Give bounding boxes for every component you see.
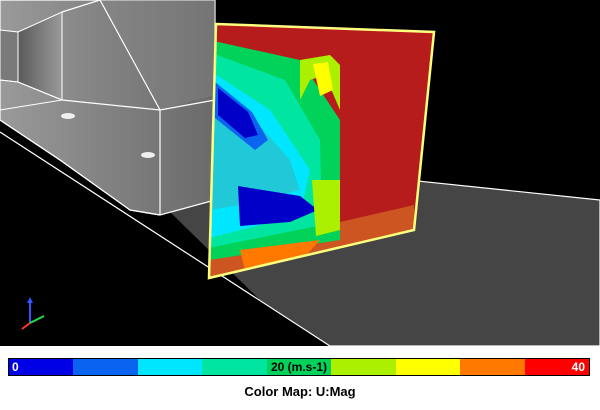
colorbar-segment [460,359,525,375]
vehicle-top-face [0,0,215,110]
color-legend: 20 (m.s-1) 0 40 Color Map: U:Mag [0,346,600,410]
colorbar-max-label: 40 [571,360,585,374]
colorbar: 20 (m.s-1) 0 40 [8,358,590,376]
colorbar-mid-label: 20 (m.s-1) [270,360,328,374]
3d-viewport[interactable] [0,0,600,346]
colorbar-segment [73,359,138,375]
colorbar-segment [266,359,332,375]
colorbar-segment [137,359,203,375]
slice-plane-outline [207,22,436,280]
colorbar-segment [202,359,267,375]
axis-triad-icon[interactable] [21,297,45,330]
mount-hole [141,152,155,158]
colorbar-min-label: 0 [12,360,19,374]
colormap-title: Color Map: U:Mag [244,384,356,399]
colorbar-segment [524,359,589,375]
scene-svg[interactable] [0,0,600,346]
colorbar-segment [395,359,461,375]
colorbar-segment [9,359,74,375]
colorbar-segment [331,359,396,375]
mount-hole [61,113,75,119]
vehicle-body [0,0,216,216]
